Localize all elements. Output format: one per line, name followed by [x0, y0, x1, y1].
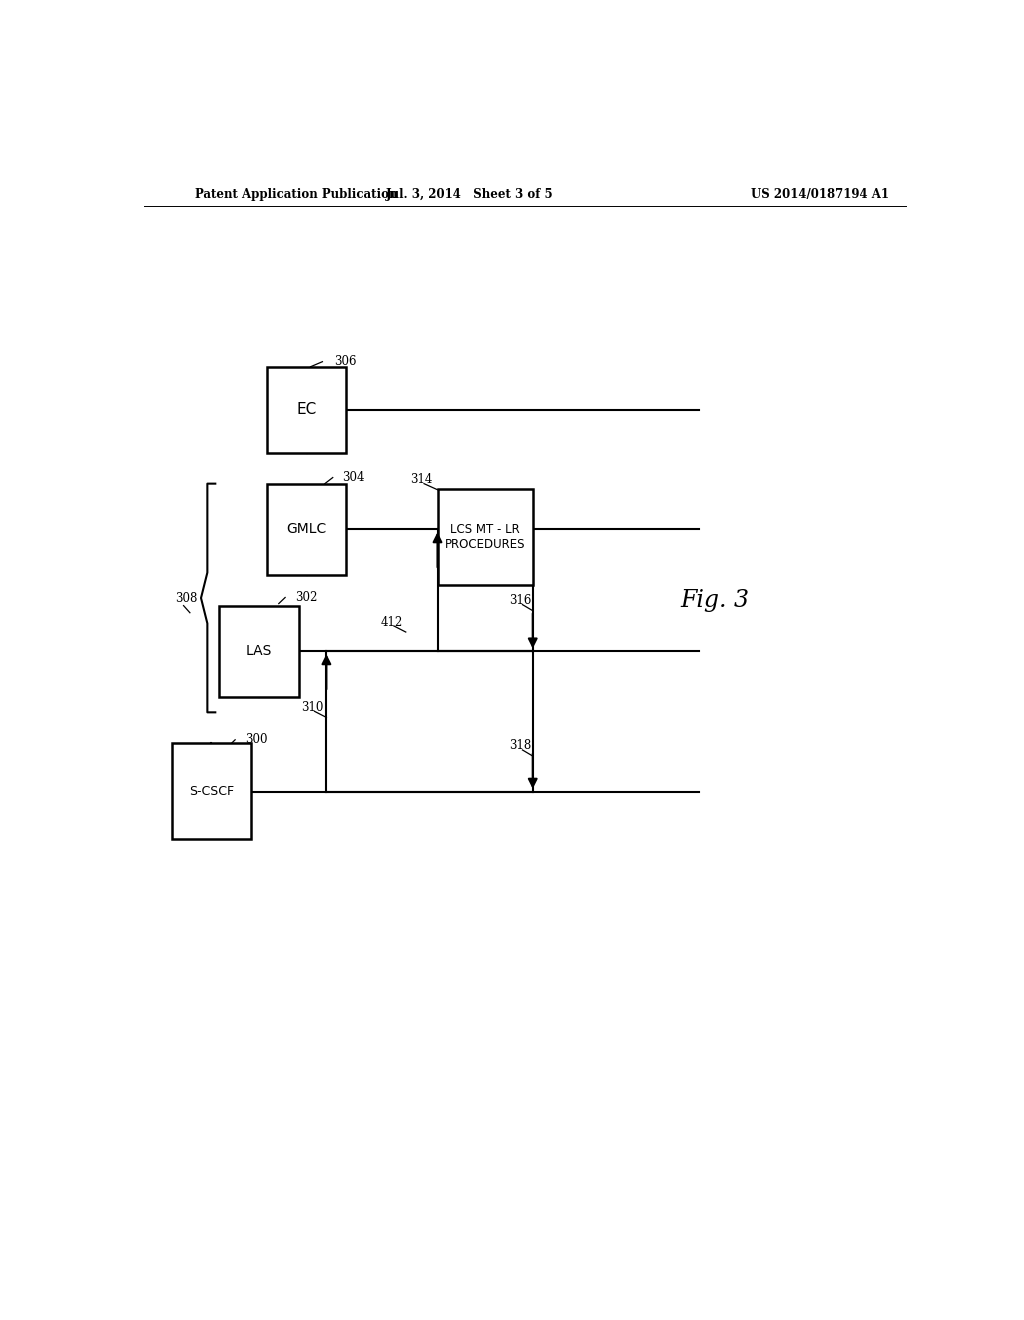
- Text: 412: 412: [380, 616, 402, 630]
- Text: 304: 304: [342, 471, 365, 484]
- Text: 318: 318: [509, 739, 531, 752]
- Text: EC: EC: [296, 403, 316, 417]
- Text: 300: 300: [245, 734, 267, 746]
- Text: 310: 310: [301, 701, 324, 714]
- Bar: [267, 367, 346, 453]
- Text: LAS: LAS: [246, 644, 272, 659]
- Text: 316: 316: [509, 594, 531, 607]
- Text: Patent Application Publication: Patent Application Publication: [196, 189, 398, 202]
- Text: US 2014/0187194 A1: US 2014/0187194 A1: [751, 189, 889, 202]
- Text: 302: 302: [295, 591, 317, 605]
- Bar: [172, 743, 251, 840]
- Text: S-CSCF: S-CSCF: [188, 784, 233, 797]
- Text: 314: 314: [411, 473, 433, 486]
- Text: LCS MT - LR
PROCEDURES: LCS MT - LR PROCEDURES: [444, 523, 525, 550]
- Text: 306: 306: [334, 355, 356, 368]
- Bar: [267, 483, 346, 576]
- Bar: [437, 488, 532, 585]
- Text: Jul. 3, 2014   Sheet 3 of 5: Jul. 3, 2014 Sheet 3 of 5: [385, 189, 553, 202]
- Bar: [219, 606, 299, 697]
- Text: Fig. 3: Fig. 3: [681, 589, 750, 612]
- Text: GMLC: GMLC: [287, 523, 327, 536]
- Text: 308: 308: [176, 591, 198, 605]
